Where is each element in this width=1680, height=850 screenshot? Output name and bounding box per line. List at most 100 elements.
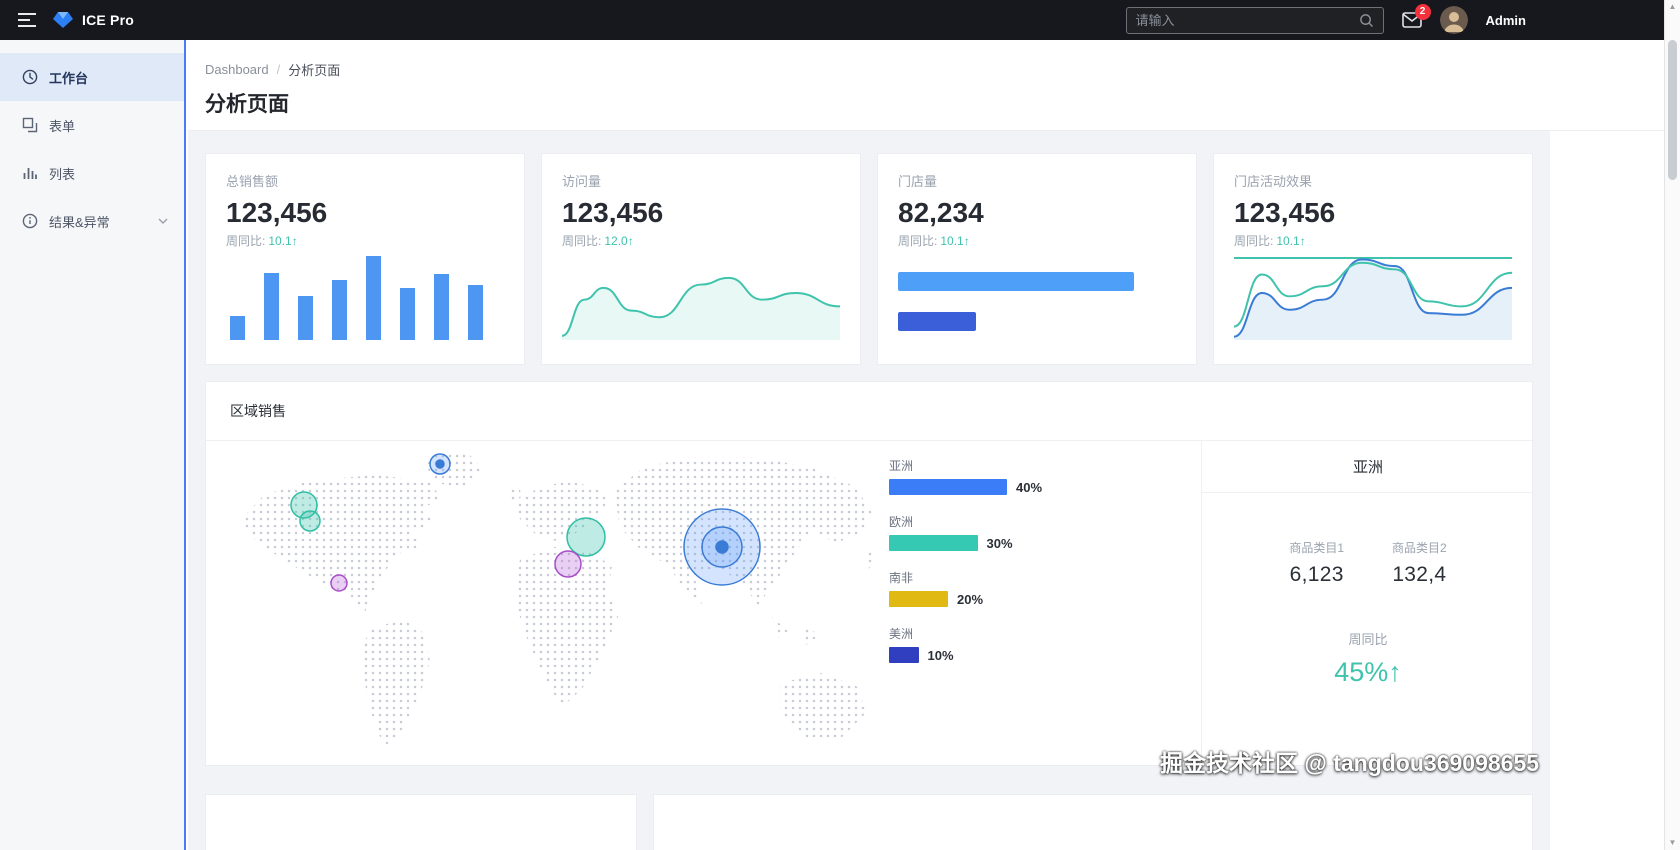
stat-value: 123,456 (226, 197, 328, 228)
bottom-card-right (653, 794, 1533, 850)
map-bubble-purple (330, 574, 348, 592)
metric-up-value: 10.1↑ (268, 234, 298, 248)
region-detail-panel: 亚洲 商品类目1 6,123 商品类目2 132,4 周同比 45%↑ (1201, 441, 1534, 765)
topbar: ICE Pro 2 Admin (0, 0, 1664, 40)
mini-bar (366, 256, 381, 340)
sidebar-item-label: 工作台 (49, 70, 89, 86)
region-sales-body: 亚洲 40% 欧洲 30% 南非 (206, 441, 1534, 765)
legend-bar (889, 647, 919, 663)
mini-bar (468, 284, 483, 340)
mini-bar (434, 274, 449, 340)
stat-metric: 周同比: 10.1↑ (898, 234, 970, 248)
breadcrumb-current: 分析页面 (288, 63, 341, 78)
metric-up-value: 10.1↑ (1276, 234, 1306, 248)
scrollbar-up-arrow[interactable]: ▲ (1668, 2, 1677, 11)
menu-toggle-icon[interactable] (18, 13, 36, 27)
mini-bar (298, 296, 313, 340)
messages-button[interactable]: 2 (1401, 4, 1431, 28)
world-map (224, 447, 884, 757)
stat-card-stores: 门店量 82,234 周同比: 10.1↑ (877, 153, 1197, 365)
stat-value: 82,234 (898, 197, 984, 228)
username[interactable]: Admin (1485, 12, 1526, 28)
map-bubbles (290, 453, 761, 592)
region-detail-categories: 商品类目1 6,123 商品类目2 132,4 (1202, 539, 1534, 587)
metric-up-value: 12.0↑ (604, 234, 634, 248)
brand-name: ICE Pro (82, 12, 134, 28)
legend-bar (889, 591, 948, 607)
region-detail-metric: 周同比 45%↑ (1334, 632, 1402, 687)
store-bar-top (898, 272, 1135, 291)
breadcrumb-separator: / (276, 62, 281, 77)
sidebar-item-label: 表单 (49, 118, 76, 134)
topbar-left: ICE Pro (18, 11, 134, 29)
stat-value: 123,456 (1234, 197, 1336, 228)
legend-bar (889, 479, 1007, 495)
sidebar: 工作台 表单 列表 结果&异常 (0, 40, 186, 850)
message-count-badge: 2 (1414, 4, 1431, 20)
mini-bar (332, 279, 347, 340)
map-bubble-teal (566, 517, 606, 557)
sidebar-item-form[interactable]: 表单 (0, 101, 184, 149)
category-2: 商品类目2 132,4 (1392, 541, 1447, 586)
main-content: Dashboard / 分析页面 分析页面 总销售额 123,456 周同比: 1… (188, 40, 1664, 850)
stat-value: 123,456 (562, 197, 664, 228)
stat-label: 总销售额 (226, 174, 279, 189)
region-sales-title: 区域销售 (206, 382, 1532, 441)
map-bubble-blue (715, 540, 729, 554)
logo-icon (53, 12, 73, 28)
metric-up-value: 10.1↑ (940, 234, 970, 248)
stat-metric: 周同比: 10.1↑ (226, 234, 298, 248)
region-sales-card: 区域销售 (205, 381, 1534, 766)
stat-metric: 周同比: 12.0↑ (562, 234, 634, 248)
map-bubble-purple (554, 550, 582, 578)
search-input[interactable] (1135, 12, 1359, 28)
mini-bar (400, 287, 415, 340)
bar-chart-icon (22, 165, 38, 181)
legend-item-europe: 欧洲 30% (889, 515, 1013, 551)
legend-item-asia: 亚洲 40% (889, 459, 1043, 495)
visits-mini-area-chart (562, 256, 840, 340)
sales-mini-bar-chart (226, 256, 504, 340)
stat-card-row: 总销售额 123,456 周同比: 10.1↑ 访问量 123,456 周同比: 1… (205, 153, 1533, 365)
bottom-card-left (205, 794, 637, 850)
sidebar-item-workbench[interactable]: 工作台 (0, 53, 184, 101)
map-bubble-blue (435, 459, 445, 469)
page-scrollbar[interactable]: ▲ ▼ (1664, 0, 1680, 850)
stores-mini-hbar-chart (898, 256, 1176, 340)
stat-label: 门店活动效果 (1234, 174, 1313, 189)
stat-card-total-sales: 总销售额 123,456 周同比: 10.1↑ (205, 153, 525, 365)
sidebar-item-label: 结果&异常 (49, 214, 110, 230)
info-circle-icon (22, 213, 38, 229)
bottom-card-row (205, 794, 1533, 850)
scrollbar-down-arrow[interactable]: ▼ (1668, 838, 1677, 847)
page-title: 分析页面 (205, 93, 289, 116)
scrollbar-thumb[interactable] (1668, 40, 1677, 180)
stat-card-store-activity: 门店活动效果 123,456 周同比: 10.1↑ (1213, 153, 1533, 365)
stat-label: 门店量 (898, 174, 938, 189)
region-detail-title: 亚洲 (1202, 441, 1534, 493)
form-icon (22, 117, 38, 133)
topbar-right: 2 Admin (1125, 4, 1526, 34)
sidebar-item-results-exceptions[interactable]: 结果&异常 (0, 197, 184, 245)
search-icon[interactable] (1359, 13, 1374, 28)
legend-item-south-africa: 南非 20% (889, 571, 984, 607)
page-body: 总销售额 123,456 周同比: 10.1↑ 访问量 123,456 周同比: 1… (188, 131, 1550, 850)
dashboard-clock-icon (22, 69, 38, 85)
mini-bar (264, 272, 279, 340)
activity-mini-line-chart (1234, 256, 1512, 340)
continents (239, 453, 876, 747)
map-bubble-teal (299, 510, 321, 532)
legend-item-americas: 美洲 10% (889, 627, 954, 663)
page-header: Dashboard / 分析页面 分析页面 (188, 40, 1664, 131)
watermark: 掘金技术社区 @ tangdou369098655 (1160, 750, 1540, 776)
brand-logo[interactable]: ICE Pro (52, 11, 134, 29)
avatar[interactable] (1439, 6, 1468, 34)
sidebar-item-list[interactable]: 列表 (0, 149, 184, 197)
region-legend: 亚洲 40% 欧洲 30% 南非 (889, 457, 1059, 681)
global-search[interactable] (1125, 6, 1384, 34)
stat-label: 访问量 (562, 174, 602, 189)
sidebar-item-label: 列表 (49, 166, 76, 182)
breadcrumb: Dashboard / 分析页面 (205, 60, 1664, 79)
breadcrumb-dashboard[interactable]: Dashboard (205, 62, 269, 77)
chevron-down-icon (158, 218, 168, 224)
